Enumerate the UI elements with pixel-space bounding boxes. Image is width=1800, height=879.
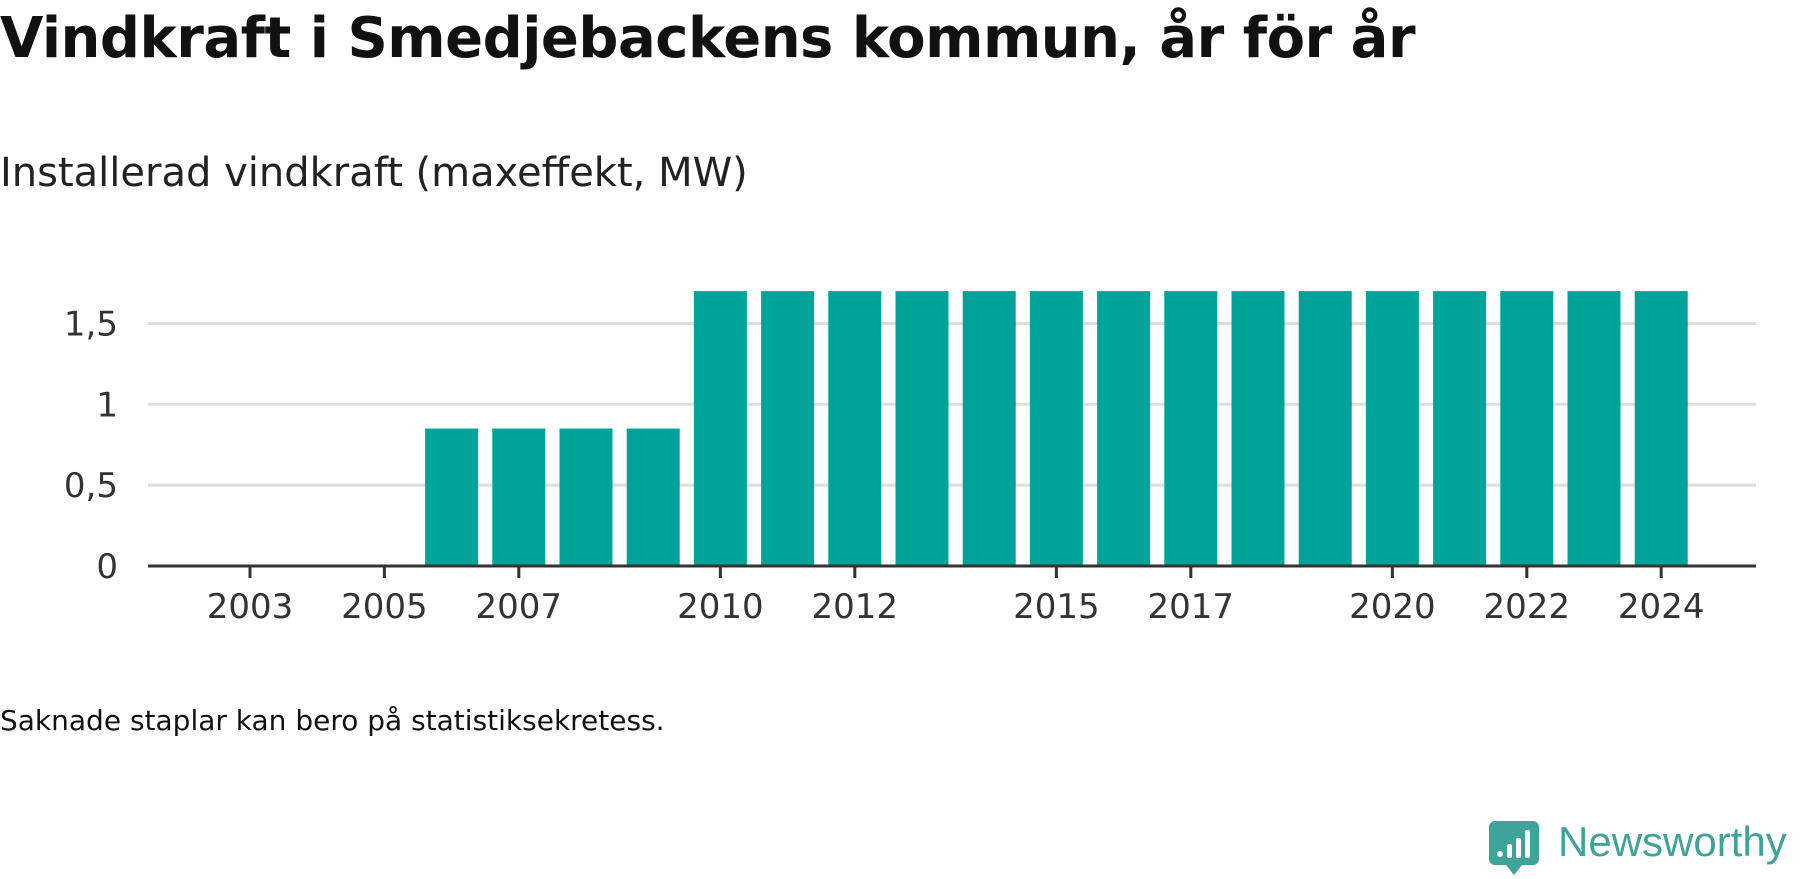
- newsworthy-logo-icon: [1489, 821, 1539, 875]
- bar-2017: [1164, 291, 1218, 566]
- brand-logo: Newsworthy: [1488, 818, 1800, 878]
- x-tick-label: 2020: [1349, 587, 1436, 627]
- brand-name: Newsworthy: [1558, 818, 1787, 865]
- x-tick-label: 2007: [476, 587, 563, 627]
- grid-lines: [148, 321, 1756, 487]
- bar-2021: [1433, 291, 1487, 566]
- bar-2015: [1029, 291, 1083, 566]
- y-tick-label: 1: [96, 385, 118, 425]
- x-tick-label: 2010: [677, 587, 764, 627]
- x-tick-label: 2024: [1618, 587, 1705, 627]
- y-tick-label: 0: [96, 547, 118, 587]
- bar-2011: [761, 291, 815, 566]
- tick-labels: 0 0,5 1 1,5 2003 2005 2007 2010 2012 2015 2017 2020…: [64, 304, 1705, 627]
- bar-chart: 0 0,5 1 1,5 2003 2005 2007 2010 2012 2015 2017 2020…: [64, 291, 1756, 627]
- bar-2024: [1634, 291, 1688, 566]
- x-tick-label: 2003: [207, 587, 294, 627]
- bar-2018: [1231, 291, 1285, 566]
- bar-2009: [626, 428, 680, 566]
- y-tick-label: 1,5: [64, 304, 118, 344]
- bar-2022: [1500, 291, 1554, 566]
- x-tick-label: 2015: [1013, 587, 1100, 627]
- bar-2006: [425, 428, 479, 566]
- bar-2012: [828, 291, 882, 566]
- bar-2013: [895, 291, 949, 566]
- chart-title: Vindkraft i Smedjebackens kommun, år för…: [0, 6, 1416, 71]
- bar-2007: [492, 428, 546, 566]
- x-tick-label: 2012: [812, 587, 899, 627]
- bar-2020: [1365, 291, 1419, 566]
- bars: [425, 291, 1688, 566]
- x-tick-label: 2005: [341, 587, 428, 627]
- x-tick-label: 2017: [1148, 587, 1235, 627]
- bar-2023: [1567, 291, 1621, 566]
- chart-subtitle: Installerad vindkraft (maxeffekt, MW): [0, 150, 748, 196]
- y-tick-label: 0,5: [64, 466, 118, 506]
- axes: [148, 564, 1756, 578]
- bar-2019: [1298, 291, 1352, 566]
- bar-2010: [693, 291, 747, 566]
- bar-2008: [559, 428, 613, 566]
- footnote: Saknade staplar kan bero på statistiksek…: [0, 704, 665, 737]
- bar-2014: [962, 291, 1016, 566]
- x-tick-label: 2022: [1484, 587, 1571, 627]
- bar-2016: [1097, 291, 1151, 566]
